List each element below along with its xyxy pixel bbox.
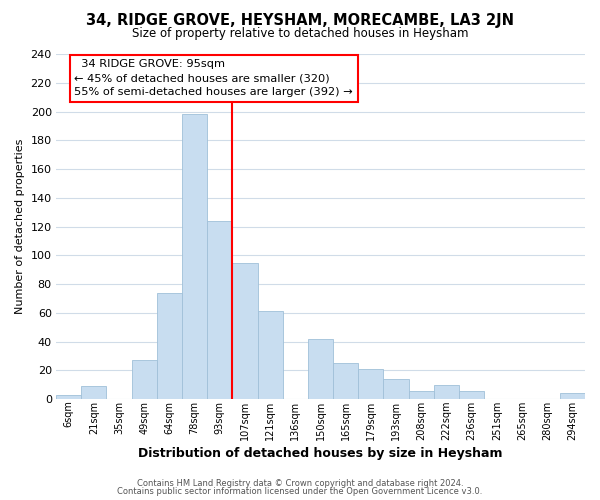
- Bar: [257, 312, 283, 399]
- Bar: [383, 379, 409, 399]
- Bar: [409, 390, 434, 399]
- Bar: [182, 114, 207, 399]
- Bar: [131, 360, 157, 399]
- Bar: [56, 395, 81, 399]
- Bar: [333, 363, 358, 399]
- Bar: [459, 390, 484, 399]
- Bar: [81, 386, 106, 399]
- Text: 34, RIDGE GROVE, HEYSHAM, MORECAMBE, LA3 2JN: 34, RIDGE GROVE, HEYSHAM, MORECAMBE, LA3…: [86, 12, 514, 28]
- Bar: [157, 292, 182, 399]
- Bar: [434, 385, 459, 399]
- Bar: [308, 339, 333, 399]
- Bar: [358, 369, 383, 399]
- Y-axis label: Number of detached properties: Number of detached properties: [15, 139, 25, 314]
- Bar: [560, 394, 585, 399]
- Text: Size of property relative to detached houses in Heysham: Size of property relative to detached ho…: [132, 28, 468, 40]
- Text: 34 RIDGE GROVE: 95sqm
← 45% of detached houses are smaller (320)
55% of semi-det: 34 RIDGE GROVE: 95sqm ← 45% of detached …: [74, 59, 353, 97]
- X-axis label: Distribution of detached houses by size in Heysham: Distribution of detached houses by size …: [138, 447, 503, 460]
- Text: Contains HM Land Registry data © Crown copyright and database right 2024.: Contains HM Land Registry data © Crown c…: [137, 478, 463, 488]
- Bar: [207, 221, 232, 399]
- Bar: [232, 262, 257, 399]
- Text: Contains public sector information licensed under the Open Government Licence v3: Contains public sector information licen…: [118, 487, 482, 496]
